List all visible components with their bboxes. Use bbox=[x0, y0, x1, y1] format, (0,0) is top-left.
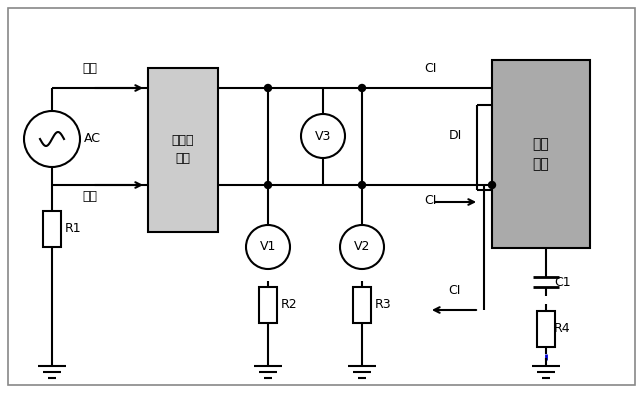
Text: AC: AC bbox=[84, 132, 101, 145]
Text: CI: CI bbox=[424, 193, 436, 206]
Text: C1: C1 bbox=[554, 275, 570, 288]
Circle shape bbox=[301, 114, 345, 158]
Circle shape bbox=[264, 182, 271, 189]
Text: CI: CI bbox=[448, 283, 460, 296]
Bar bbox=[259, 287, 277, 323]
Circle shape bbox=[264, 84, 271, 92]
Circle shape bbox=[359, 84, 365, 92]
Text: 电子
设备: 电子 设备 bbox=[532, 137, 549, 171]
Circle shape bbox=[340, 225, 384, 269]
Text: 低通滤
波器: 低通滤 波器 bbox=[172, 134, 194, 165]
Circle shape bbox=[489, 182, 496, 189]
Text: 火线: 火线 bbox=[82, 61, 97, 75]
Text: R3: R3 bbox=[375, 299, 392, 312]
Bar bbox=[43, 211, 61, 247]
Text: R4: R4 bbox=[554, 323, 570, 336]
Text: V3: V3 bbox=[315, 130, 331, 143]
Circle shape bbox=[359, 182, 365, 189]
Bar bbox=[537, 311, 555, 347]
Text: R2: R2 bbox=[281, 299, 298, 312]
Bar bbox=[492, 60, 590, 248]
Text: V1: V1 bbox=[260, 241, 276, 253]
Bar bbox=[148, 68, 218, 232]
Circle shape bbox=[246, 225, 290, 269]
Text: 零线: 零线 bbox=[82, 191, 97, 204]
Bar bbox=[353, 287, 371, 323]
Text: CI: CI bbox=[424, 61, 436, 75]
Text: DI: DI bbox=[448, 129, 462, 142]
Text: V2: V2 bbox=[354, 241, 370, 253]
Text: R1: R1 bbox=[65, 222, 82, 235]
